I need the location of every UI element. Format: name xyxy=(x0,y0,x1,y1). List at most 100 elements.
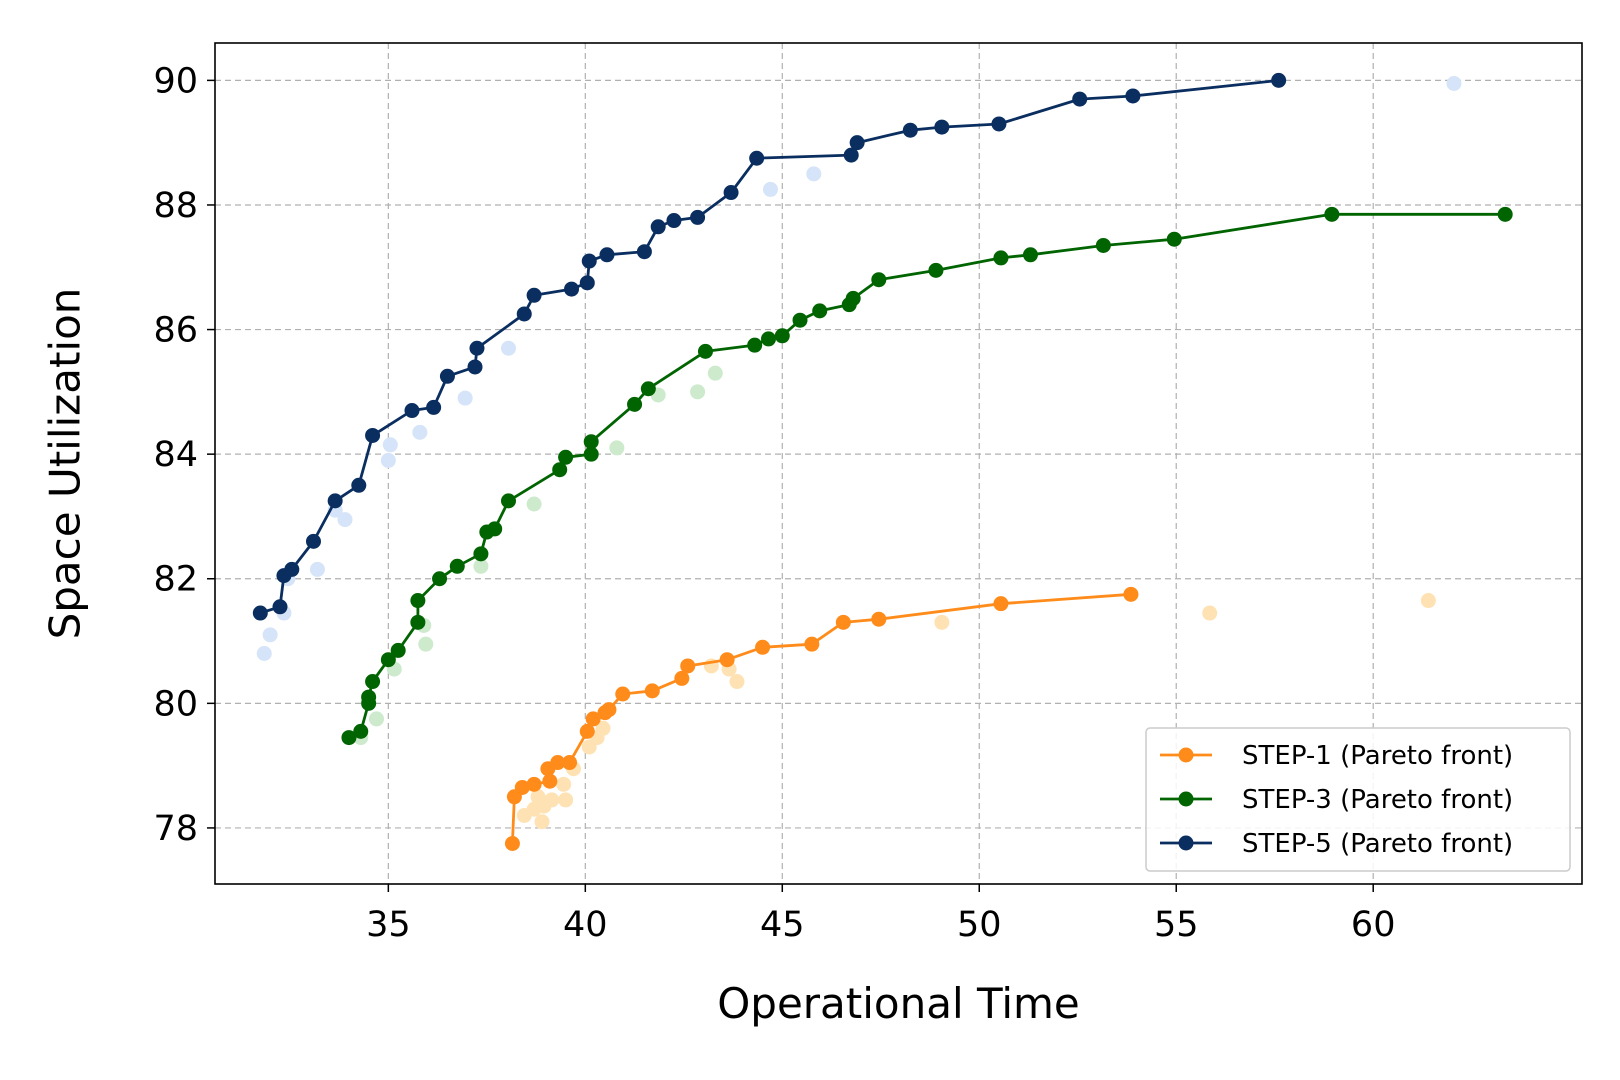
dominated-point-3 xyxy=(457,390,473,406)
pareto-point-3 xyxy=(579,275,595,291)
dominated-point-2 xyxy=(473,558,489,574)
dominated-point-1 xyxy=(556,776,572,792)
pareto-point-2 xyxy=(473,546,489,562)
pareto-point-2 xyxy=(558,449,574,465)
y-axis-title: Space Utilization xyxy=(41,288,90,640)
pareto-point-3 xyxy=(516,306,532,322)
pareto-point-3 xyxy=(934,119,950,135)
pareto-point-1 xyxy=(993,596,1009,612)
series-3 xyxy=(252,72,1287,621)
dominated-point-3 xyxy=(309,561,325,577)
x-tick-label: 45 xyxy=(760,905,805,945)
dominated-point-3 xyxy=(382,437,398,453)
pareto-point-1 xyxy=(504,836,520,852)
pareto-point-2 xyxy=(760,331,776,347)
pareto-point-1 xyxy=(835,614,851,630)
pareto-point-3 xyxy=(272,599,288,615)
pareto-point-1 xyxy=(755,639,771,655)
x-tick-label: 35 xyxy=(366,905,411,945)
pareto-point-2 xyxy=(390,642,406,658)
pareto-point-3 xyxy=(404,403,420,419)
pareto-point-1 xyxy=(871,611,887,627)
y-tick-label: 82 xyxy=(153,560,198,600)
pareto-point-2 xyxy=(361,689,377,705)
pareto-point-3 xyxy=(843,147,859,163)
legend: STEP-1 (Pareto front) STEP-3 (Pareto fron… xyxy=(1145,727,1571,872)
pareto-point-3 xyxy=(723,185,739,201)
pareto-point-2 xyxy=(583,446,599,462)
pareto-point-2 xyxy=(640,381,656,397)
pareto-point-2 xyxy=(1497,206,1513,222)
pareto-point-1 xyxy=(1123,586,1139,602)
legend-marker xyxy=(1178,835,1194,851)
dominated-point-3 xyxy=(412,424,428,440)
pareto-point-1 xyxy=(680,658,696,674)
x-tick-label: 50 xyxy=(957,905,1002,945)
pareto-point-2 xyxy=(792,312,808,328)
pareto-point-2 xyxy=(380,652,396,668)
pareto-point-1 xyxy=(542,773,558,789)
dominated-points xyxy=(256,75,1462,830)
pareto-point-3 xyxy=(526,287,542,303)
pareto-point-2 xyxy=(845,290,861,306)
pareto-point-2 xyxy=(627,396,643,412)
pareto-point-3 xyxy=(305,533,321,549)
pareto-point-3 xyxy=(426,399,442,415)
pareto-point-1 xyxy=(615,686,631,702)
x-tick-label: 55 xyxy=(1154,905,1199,945)
axis-ticks: 35 40 45 50 55 60 78 80 82 84 86 88 90 xyxy=(153,61,1395,945)
pareto-point-3 xyxy=(564,281,580,297)
dominated-point-2 xyxy=(369,711,385,727)
pareto-point-2 xyxy=(353,723,369,739)
y-tick-label: 88 xyxy=(153,186,198,226)
pareto-point-3 xyxy=(902,122,918,138)
pareto-point-1 xyxy=(550,755,566,771)
pareto-point-2 xyxy=(1324,206,1340,222)
pareto-point-3 xyxy=(666,213,682,229)
legend-label: STEP-3 (Pareto front) xyxy=(1242,785,1513,815)
pareto-point-3 xyxy=(599,247,615,263)
pareto-point-3 xyxy=(1072,91,1088,107)
dominated-point-1 xyxy=(595,720,611,736)
pareto-point-2 xyxy=(774,328,790,344)
pareto-point-2 xyxy=(365,674,381,690)
pareto-point-2 xyxy=(410,614,426,630)
pareto-point-2 xyxy=(487,521,503,537)
pareto-point-3 xyxy=(284,561,300,577)
pareto-point-1 xyxy=(514,779,530,795)
pareto-point-3 xyxy=(581,253,597,269)
dominated-point-1 xyxy=(534,814,550,830)
series-2 xyxy=(341,206,1513,746)
dominated-point-1 xyxy=(558,792,574,808)
pareto-point-1 xyxy=(562,755,578,771)
y-tick-label: 78 xyxy=(153,809,198,849)
dominated-point-1 xyxy=(1202,605,1218,621)
dominated-point-2 xyxy=(707,365,723,381)
pareto-point-3 xyxy=(327,493,343,509)
pareto-point-3 xyxy=(636,244,652,260)
dominated-point-3 xyxy=(262,627,278,643)
pareto-point-1 xyxy=(674,670,690,686)
dominated-point-2 xyxy=(690,384,706,400)
pareto-point-3 xyxy=(650,219,666,235)
plot-area-frame xyxy=(214,42,1583,885)
pareto-point-2 xyxy=(449,558,465,574)
pareto-point-1 xyxy=(804,636,820,652)
dominated-point-3 xyxy=(762,181,778,197)
pareto-point-2 xyxy=(341,730,357,746)
legend-box xyxy=(1145,727,1571,872)
pareto-point-3 xyxy=(365,427,381,443)
y-tick-label: 90 xyxy=(153,61,198,101)
grid-lines xyxy=(215,43,1582,884)
x-tick-label: 60 xyxy=(1351,905,1396,945)
pareto-point-2 xyxy=(871,272,887,288)
pareto-point-2 xyxy=(552,462,568,478)
pareto-point-3 xyxy=(1271,72,1287,88)
dominated-point-1 xyxy=(729,674,745,690)
pareto-point-3 xyxy=(439,368,455,384)
pareto-point-2 xyxy=(1095,237,1111,253)
pareto-point-3 xyxy=(690,209,706,225)
pareto-point-3 xyxy=(1125,88,1141,104)
dominated-point-3 xyxy=(1446,75,1462,91)
